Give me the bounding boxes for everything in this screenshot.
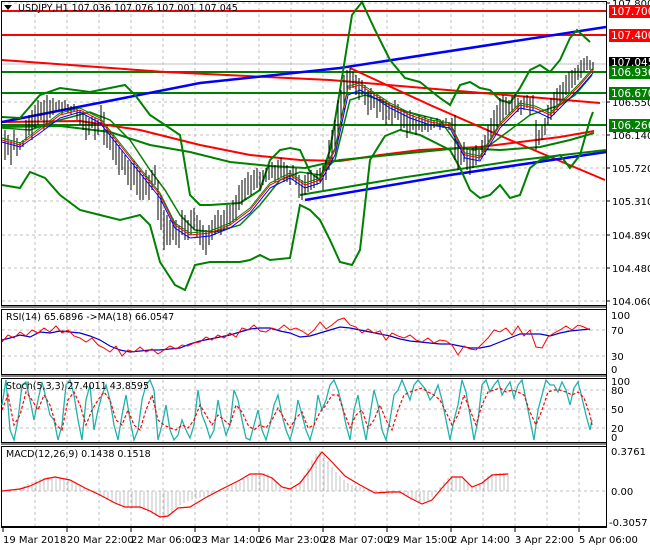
- rsi-label: RSI(14) 65.6896 ->MA(18) 66.0547: [6, 312, 174, 323]
- time-axis[interactable]: 19 Mar 2018 20 Mar 22:00 22 Mar 06:00 23…: [1, 527, 638, 546]
- moving-average-fast-red: [1, 69, 594, 236]
- stoch-tick: 100: [611, 377, 630, 388]
- time-tick: 23 Mar 14:00: [195, 535, 262, 546]
- price-tick: 106.140: [612, 131, 650, 142]
- macd-panel: MACD(12,26,9) 0.1438 0.1518: [1, 449, 606, 518]
- stoch-main-line: [1, 378, 593, 443]
- time-tick: 5 Apr 06:00: [579, 535, 638, 546]
- macd-tick: 0.3761: [611, 447, 646, 458]
- price-tag-107400: [609, 29, 650, 42]
- price-tag-label: 107.700: [611, 6, 650, 18]
- price-tick: 105.310: [612, 197, 650, 208]
- price-axis[interactable]: 107.800 106.550 106.140 105.720 105.310 …: [606, 0, 650, 529]
- macd-tick: -0.3057: [609, 518, 648, 529]
- stoch-tick: 50: [611, 405, 624, 416]
- rsi-ma-line: [1, 326, 591, 353]
- time-tick: 3 Apr 22:00: [515, 535, 574, 546]
- moving-average-200: [1, 59, 601, 104]
- macd-signal-line: [1, 451, 509, 518]
- moving-average-fast-blue: [1, 72, 594, 239]
- bollinger-lower: [1, 111, 594, 292]
- rsi-tick: 70: [611, 326, 624, 337]
- time-tick: 26 Mar 23:00: [259, 535, 326, 546]
- collapse-triangle-icon[interactable]: [4, 5, 12, 10]
- price-tag-107700: [609, 5, 650, 18]
- price-tag-106670: [609, 87, 650, 100]
- price-tag-106266: [609, 119, 650, 132]
- rsi-tick: 30: [611, 352, 624, 363]
- rsi-tick: 100: [611, 311, 630, 322]
- symbol-header: USDJPY,H1 107.036 107.076 107.001 107.04…: [4, 3, 238, 14]
- time-tick: 2 Apr 14:00: [451, 535, 510, 546]
- price-tick: 104.060: [612, 297, 650, 308]
- symbol-title: USDJPY,H1 107.036 107.076 107.001 107.04…: [18, 3, 238, 14]
- macd-tick: 0.00: [611, 487, 633, 498]
- time-tick: 22 Mar 06:00: [131, 535, 198, 546]
- rsi-panel: RSI(14) 65.6896 ->MA(18) 66.0547: [1, 312, 606, 357]
- rsi-line: [1, 317, 591, 357]
- time-tick: 29 Mar 15:00: [387, 535, 454, 546]
- stoch-tick: 0: [611, 433, 617, 444]
- price-tag-label: 107.400: [611, 30, 650, 42]
- macd-label: MACD(12,26,9) 0.1438 0.1518: [6, 449, 151, 460]
- time-tick: 20 Mar 22:00: [67, 535, 134, 546]
- moving-average-fast-green: [1, 67, 594, 234]
- price-tick: 105.720: [612, 164, 650, 175]
- bollinger-middle: [1, 74, 593, 233]
- price-tick: 106.550: [612, 98, 650, 109]
- stoch-tick: 80: [611, 386, 624, 397]
- rsi-tick: 0: [611, 365, 617, 376]
- bollinger-upper: [1, 0, 591, 206]
- price-tag-label: 106.936: [611, 67, 650, 79]
- stoch-signal-line: [1, 387, 593, 432]
- stoch-label: Stoch(5,3,3) 27.4011 43.8595: [6, 381, 149, 392]
- stochastic-panel: Stoch(5,3,3) 27.4011 43.8595: [1, 378, 606, 443]
- price-tag-label: 106.670: [611, 88, 650, 100]
- main-price-panel: [1, 0, 607, 292]
- moving-average-slow: [1, 124, 595, 170]
- time-tick: 19 Mar 2018: [3, 535, 66, 546]
- price-tag-106936: [609, 66, 650, 79]
- price-tick: 104.890: [612, 231, 650, 242]
- trendline-upper-blue[interactable]: [1, 25, 607, 124]
- stoch-tick: 20: [611, 424, 624, 435]
- time-tick: 28 Mar 07:00: [323, 535, 390, 546]
- price-tick: 104.480: [612, 264, 650, 275]
- trendline-lower-blue[interactable]: [304, 150, 607, 202]
- price-tag-label: 106.266: [611, 120, 650, 132]
